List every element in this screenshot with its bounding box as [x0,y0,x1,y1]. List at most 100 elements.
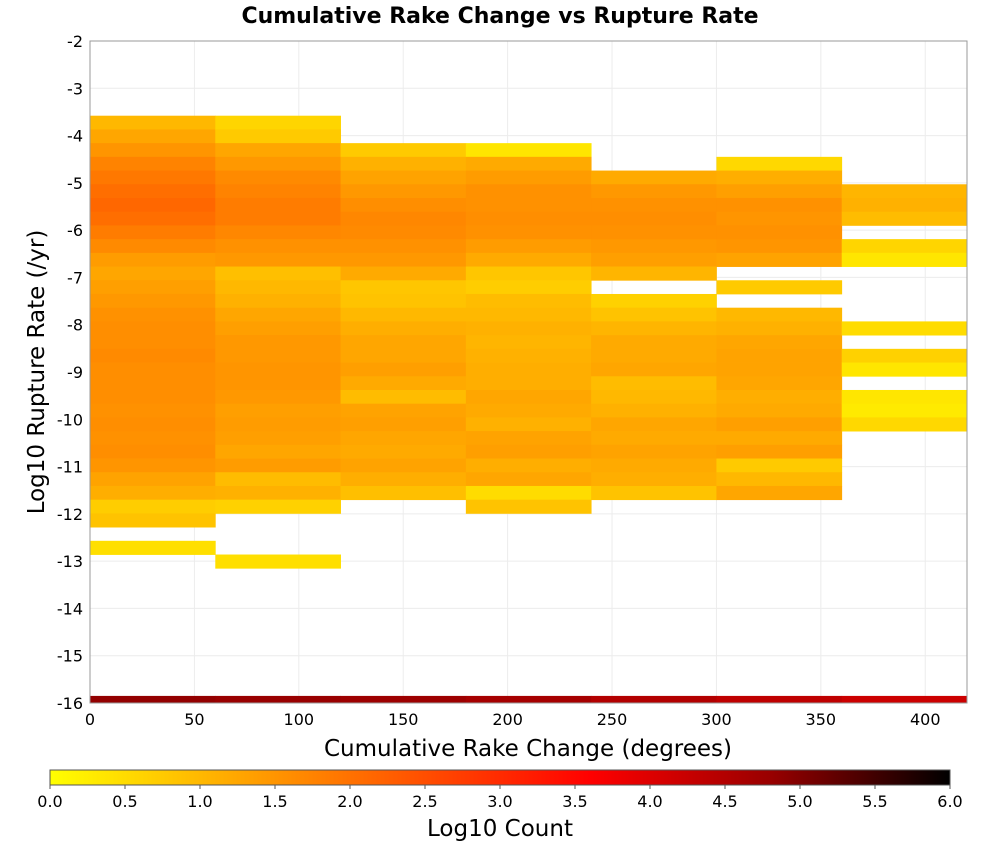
y-tick-label: -6 [67,221,83,240]
heatmap-cell [465,321,592,336]
heatmap-cell [215,554,341,569]
heatmap-cell [215,417,341,432]
heatmap-cell [90,348,216,363]
heatmap-cell [90,225,216,240]
heatmap-cell [90,307,216,322]
heatmap-cell [841,239,968,254]
heatmap-cell [215,293,341,309]
heatmap-cell [340,197,467,213]
y-tick-label: -16 [57,694,83,713]
heatmap-cell [90,431,216,446]
heatmap-cell [215,129,341,144]
heatmap-cell [465,348,592,363]
heatmap-cell [716,321,843,336]
y-tick-label: -3 [67,79,83,98]
heatmap-cell [90,143,216,158]
heatmap-cell [591,252,717,267]
heatmap-cell [340,170,467,185]
heatmap-cell [591,307,717,322]
heatmap-cell [716,376,843,391]
heatmap-cell [716,307,843,322]
heatmap-cell [716,211,843,226]
heatmap-cell [90,184,216,199]
heatmap-bottom-cell [215,695,341,703]
heatmap-cell [465,170,592,185]
colorbar-tick-label: 6.0 [937,792,962,811]
heatmap-cell [90,472,216,487]
heatmap-cell [465,485,592,501]
heatmap-cell [215,485,341,501]
heatmap-cell [340,458,467,473]
heatmap-cell [215,239,341,254]
heatmap-cell [465,403,592,418]
heatmap-cell [591,485,717,501]
colorbar-tick-label: 2.5 [412,792,437,811]
heatmap-cell [340,321,467,336]
heatmap-cell [591,266,717,281]
y-tick-label: -8 [67,316,83,335]
heatmap-cell [841,389,968,405]
x-tick-label: 400 [910,710,941,729]
heatmap-bottom-cell [340,695,467,703]
heatmap-cell [465,225,592,240]
heatmap-cell [716,444,843,459]
y-tick-label: -10 [57,410,83,429]
heatmap-cell [591,211,717,226]
heatmap-cell [465,444,592,459]
heatmap-cell [716,362,843,377]
heatmap-cell [215,499,341,514]
heatmap-cell [591,376,717,391]
heatmap-cell [465,335,592,350]
heatmap-cell [465,184,592,199]
y-tick-label: -5 [67,174,83,193]
heatmap-cell [591,239,717,254]
heatmap-cell [340,307,467,322]
heatmap-cell [716,417,843,432]
heatmap-bottom-cell [716,695,843,703]
heatmap-cell [716,472,843,487]
heatmap-cell [841,252,968,267]
heatmap-bottom-cell [90,695,216,703]
heatmap-cell [465,266,592,281]
heatmap-cell [215,184,341,199]
plot-frame [89,40,968,704]
heatmap-cell [465,252,592,267]
heatmap-cell [841,197,968,213]
y-tick-label: -14 [57,599,83,618]
heatmap-cell [716,184,843,199]
colorbar [49,769,951,786]
heatmap-cell [465,499,592,514]
heatmap-cell [340,376,467,391]
heatmap-cell [591,197,717,213]
heatmap-cell [340,417,467,432]
heatmap-cell [591,170,717,185]
heatmap-cell [340,239,467,254]
heatmap-cell [716,485,843,501]
heatmap-cell [90,403,216,418]
heatmap-cell [340,211,467,226]
heatmap-cell [465,143,592,158]
heatmap-cell [841,403,968,418]
heatmap-bottom-cell [841,695,968,703]
heatmap-cell [340,280,467,295]
heatmap-cell [90,321,216,336]
heatmap-cell [465,417,592,432]
colorbar-tick-labels: 0.0 0.5 1.0 1.5 2.0 2.5 3.0 3.5 4.0 4.5 5.0 5.5 6.0 [37,785,963,811]
heatmap-cell [591,362,717,377]
heatmap-cell [215,321,341,336]
colorbar-tick-label: 3.5 [562,792,587,811]
heatmap-cell [340,335,467,350]
heatmap-cell [90,252,216,267]
heatmap-cell [591,458,717,473]
heatmap-cell [465,431,592,446]
heatmap-cell [841,211,968,226]
heatmap-cell [340,485,467,501]
heatmap-cell [340,225,467,240]
heatmap-cell [591,225,717,240]
heatmap-cell [841,348,968,363]
y-tick-label: -12 [57,505,83,524]
y-axis-label: Log10 Rupture Rate (/yr) [24,230,50,515]
heatmap-cell [465,239,592,254]
colorbar-tick-label: 2.0 [337,792,362,811]
